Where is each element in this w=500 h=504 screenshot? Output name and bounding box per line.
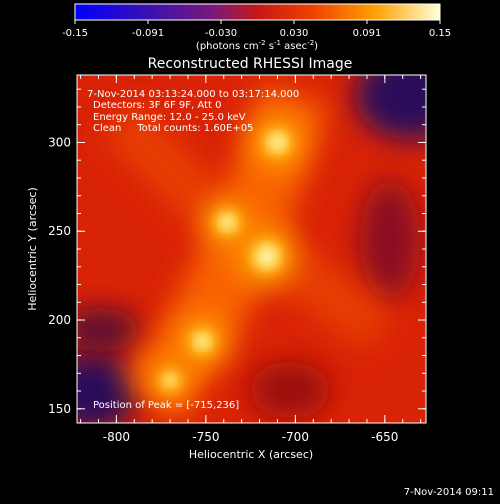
colorbar-unit-label: (photons cm-2 s-1 asec-2) [196, 39, 318, 52]
y-tick-label: 150 [48, 402, 71, 416]
peak-label: Position of Peak = [-715,236] [93, 400, 239, 411]
annotation-detectors: Detectors: 3F 6F 9F, Att 0 [93, 100, 221, 111]
colorbar-tick-label: -0.15 [62, 28, 88, 39]
heatmap-image [77, 75, 426, 423]
colorbar-ticks: -0.15 -0.091 -0.030 0.030 0.091 0.15 [62, 20, 451, 39]
source-peak [166, 376, 174, 384]
footer-timestamp: 7-Nov-2014 09:11 [403, 487, 494, 498]
colorbar [75, 4, 440, 20]
x-tick-label: -750 [192, 430, 219, 444]
colorbar-tick-label: 0.030 [280, 28, 309, 39]
annotation-counts: Clean Total counts: 1.60E+05 [93, 123, 253, 134]
x-axis: -800 -750 -700 -650 [80, 75, 422, 444]
y-axis-label: Heliocentric Y (arcsec) [26, 187, 39, 311]
chart-title: Reconstructed RHESSI Image [148, 56, 353, 72]
x-tick-label: -700 [282, 430, 309, 444]
colorbar-tick-label: 0.091 [353, 28, 382, 39]
y-tick-label: 300 [48, 135, 71, 149]
colorbar-tick-label: -0.030 [205, 28, 237, 39]
colorbar-tick-label: 0.15 [429, 28, 451, 39]
source-peak [222, 217, 233, 228]
x-tick-label: -650 [371, 430, 398, 444]
x-axis-label: Heliocentric X (arcsec) [189, 448, 313, 461]
source-peak [271, 136, 284, 149]
y-tick-label: 200 [48, 313, 71, 327]
annotations: 7-Nov-2014 03:13:24.000 to 03:17:14.000 … [87, 89, 299, 134]
source-peak [197, 336, 208, 347]
y-tick-label: 250 [48, 224, 71, 238]
colorbar-tick-label: -0.091 [132, 28, 164, 39]
y-axis: 150 200 250 300 [48, 88, 426, 416]
annotation-energy: Energy Range: 12.0 - 25.0 keV [93, 112, 246, 123]
source-peak [258, 248, 275, 265]
x-tick-label: -800 [103, 430, 130, 444]
annotation-time: 7-Nov-2014 03:13:24.000 to 03:17:14.000 [87, 89, 299, 100]
